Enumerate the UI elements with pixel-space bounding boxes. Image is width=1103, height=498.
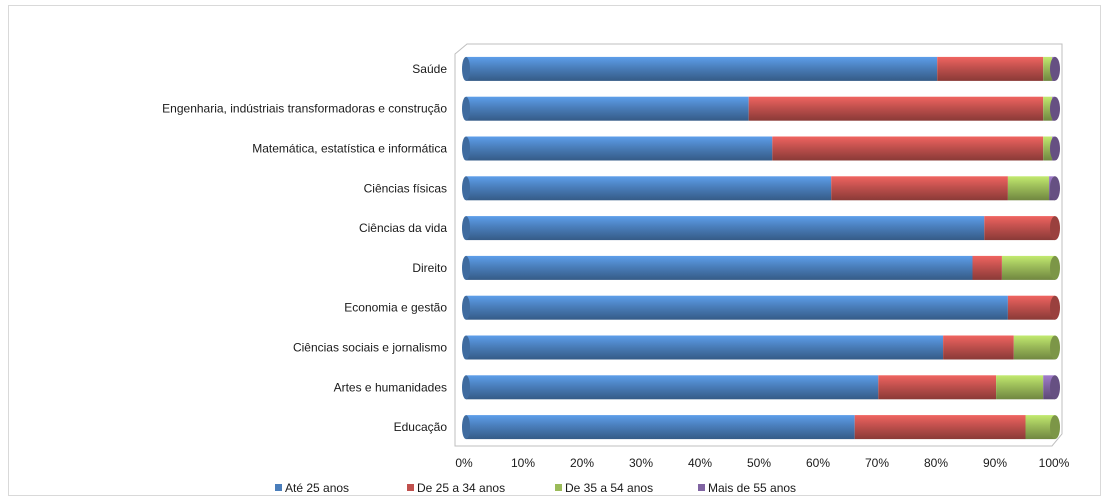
x-tick-label: 20% — [570, 456, 594, 470]
bar-segment — [996, 375, 1044, 400]
x-tick-label: 50% — [747, 456, 771, 470]
x-tick-label: 10% — [511, 456, 535, 470]
category-label: Direito — [412, 261, 447, 275]
x-tick-label: 100% — [1039, 456, 1070, 470]
category-label: Saúde — [412, 62, 447, 76]
category-label: Educação — [394, 420, 448, 434]
bar-segment — [1013, 335, 1055, 360]
bar-start-cap — [462, 375, 470, 400]
bar-segment — [984, 216, 1055, 241]
legend-label: Até 25 anos — [285, 481, 349, 495]
category-label: Artes e humanidades — [334, 380, 447, 394]
x-tick-label: 70% — [865, 456, 889, 470]
bar-segment — [466, 136, 773, 161]
bar-end-cap — [1050, 136, 1060, 161]
x-tick-label: 60% — [806, 456, 830, 470]
chart-frame: Saúde Engenharia, indústriais transformad… — [8, 5, 1101, 496]
bar-segment — [466, 216, 985, 241]
x-tick-label: 0% — [455, 456, 473, 470]
bar-start-cap — [462, 295, 470, 320]
legend: Até 25 anos De 25 a 34 anos De 35 a 54 ano… — [275, 481, 796, 495]
category-labels: Saúde Engenharia, indústriais transformad… — [162, 62, 447, 434]
bar-end-cap — [1050, 335, 1060, 360]
legend-swatch — [275, 484, 282, 491]
category-label: Ciências da vida — [359, 221, 447, 235]
bar-segment — [1043, 375, 1055, 400]
x-tick-label: 90% — [983, 456, 1007, 470]
stacked-bar-chart: Saúde Engenharia, indústriais transformad… — [162, 43, 1070, 495]
bar-start-cap — [462, 335, 470, 360]
bar-start-cap — [462, 415, 470, 440]
x-tick-label: 30% — [629, 456, 653, 470]
bar-segment — [1007, 295, 1055, 320]
bar-start-cap — [462, 56, 470, 81]
bar-segment — [1043, 56, 1052, 81]
bar-segment — [466, 335, 944, 360]
x-axis-ticks: 0% 10% 20% 30% 40% 50% 60% 70% 80% 90% 100% — [455, 456, 1069, 470]
bar-segment — [1043, 136, 1052, 161]
category-label: Engenharia, indústriais transformadoras … — [162, 102, 447, 116]
bar-segment — [878, 375, 997, 400]
bar-segment — [1043, 96, 1052, 121]
bar-end-cap — [1050, 176, 1060, 201]
x-tick-label: 80% — [924, 456, 948, 470]
legend-swatch — [698, 484, 705, 491]
legend-swatch — [555, 484, 562, 491]
bar-end-cap — [1050, 216, 1060, 241]
category-label: Ciências sociais e jornalismo — [293, 341, 447, 355]
bar-segment — [748, 96, 1044, 121]
bar-segment — [1007, 176, 1050, 201]
bar-start-cap — [462, 255, 470, 280]
bars-group — [462, 56, 1060, 440]
bar-segment — [466, 375, 879, 400]
category-label: Matemática, estatística e informática — [252, 142, 447, 156]
bar-end-cap — [1050, 375, 1060, 400]
x-tick-label: 40% — [688, 456, 712, 470]
bar-segment — [466, 176, 832, 201]
bar-segment — [831, 176, 1008, 201]
bar-end-cap — [1050, 295, 1060, 320]
bar-segment — [466, 255, 973, 280]
category-label: Economia e gestão — [344, 301, 447, 315]
bar-end-cap — [1050, 255, 1060, 280]
bar-segment — [466, 295, 1008, 320]
legend-label: De 25 a 34 anos — [417, 481, 505, 495]
bar-segment — [772, 136, 1044, 161]
bar-segment — [466, 56, 938, 81]
bar-end-cap — [1050, 56, 1060, 81]
bar-start-cap — [462, 136, 470, 161]
bar-segment — [1002, 255, 1055, 280]
bar-segment — [854, 415, 1026, 440]
category-label: Ciências físicas — [364, 181, 447, 195]
bar-segment — [972, 255, 1002, 280]
bar-end-cap — [1050, 96, 1060, 121]
bar-start-cap — [462, 216, 470, 241]
legend-label: Mais de 55 anos — [708, 481, 796, 495]
legend-swatch — [407, 484, 414, 491]
bar-end-cap — [1050, 415, 1060, 440]
bar-start-cap — [462, 176, 470, 201]
bar-start-cap — [462, 96, 470, 121]
bar-segment — [943, 335, 1014, 360]
bar-segment — [466, 415, 855, 440]
bar-segment — [937, 56, 1044, 81]
bar-segment — [466, 96, 749, 121]
legend-label: De 35 a 54 anos — [565, 481, 653, 495]
